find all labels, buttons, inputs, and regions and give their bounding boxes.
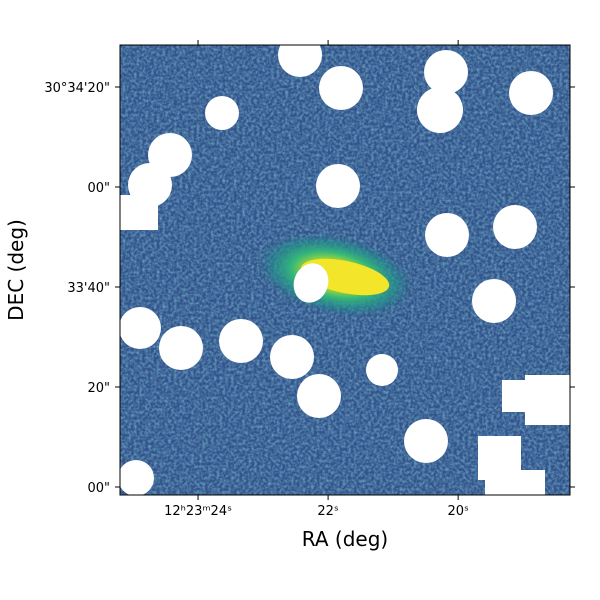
- y-tick-label: 33'40": [67, 281, 110, 296]
- y-tick-label: 20": [87, 381, 110, 396]
- y-axis-label: DEC (deg): [4, 219, 28, 321]
- image: [120, 45, 570, 495]
- x-tick-label: 12ʰ23ᵐ24ˢ: [164, 504, 232, 519]
- x-tick-label: 20ˢ: [447, 504, 469, 519]
- y-tick-label: 30°34'20": [44, 81, 110, 96]
- x-tick-label: 22ˢ: [317, 504, 339, 519]
- y-tick-label: 00": [87, 181, 110, 196]
- masks: [120, 45, 570, 495]
- y-tick-label: 00": [87, 481, 110, 496]
- plot-frame: [119, 44, 571, 496]
- x-axis-label: RA (deg): [302, 527, 388, 551]
